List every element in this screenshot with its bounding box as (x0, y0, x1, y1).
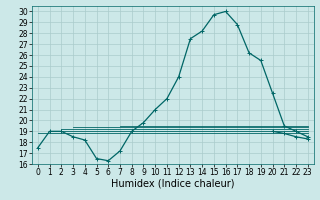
X-axis label: Humidex (Indice chaleur): Humidex (Indice chaleur) (111, 179, 235, 189)
